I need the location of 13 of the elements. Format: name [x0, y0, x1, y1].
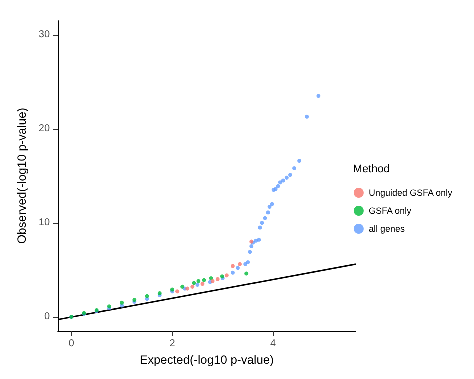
x-tick-label: 4	[270, 338, 277, 350]
x-axis-title: Expected(-log10 p-value)	[140, 353, 274, 367]
y-tick-label: 20	[38, 124, 50, 135]
legend-label: GSFA only	[368, 206, 412, 216]
y-tick-label: 0	[44, 312, 50, 323]
x-tick-label: 2	[170, 338, 176, 350]
y-tick-label: 30	[38, 30, 50, 41]
y-axis-title: Observed(-log10 p-value)	[15, 108, 29, 244]
y-tick-label: 10	[38, 218, 50, 229]
x-tick-label: 0	[68, 338, 75, 350]
legend-label: Unguided GSFA only	[368, 188, 454, 198]
legend-title: Method	[353, 164, 390, 176]
legend-label: all genes	[368, 224, 406, 234]
